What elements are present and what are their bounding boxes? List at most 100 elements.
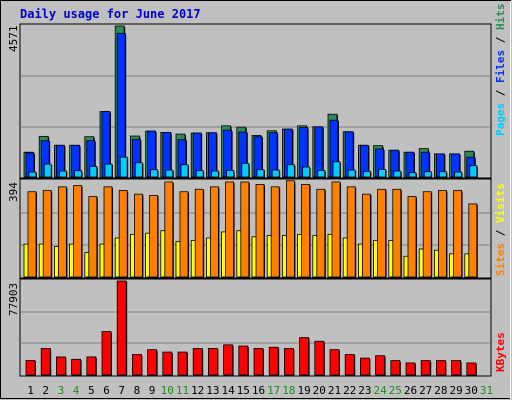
bar-pages-day-27: [423, 171, 432, 178]
bar-kbytes-day-23: [359, 357, 370, 376]
bar-sites-day-8: [133, 193, 143, 278]
panel-kbytes-bars: [25, 280, 477, 376]
bar-pages-day-23: [362, 170, 371, 178]
legend-entry: /: [494, 83, 507, 103]
bar-pages-day-17: [271, 169, 280, 178]
bar-kbytes-day-21: [329, 349, 340, 376]
bar-sites-day-24: [377, 188, 387, 278]
bar-pages-day-14: [226, 169, 235, 178]
panel-kbytes-gridlines: [21, 311, 490, 344]
bar-sites-day-23: [361, 193, 371, 278]
bar-pages-day-29: [454, 171, 463, 178]
bar-pages-day-26: [408, 172, 417, 178]
bar-sites-day-19: [301, 184, 311, 278]
bar-pages-day-11: [180, 164, 189, 178]
bar-kbytes-day-12: [192, 348, 203, 376]
x-tick-label: 2: [42, 384, 49, 397]
x-tick-label: 21: [328, 384, 341, 397]
bar-kbytes-day-14: [223, 344, 234, 376]
bar-sites-day-27: [422, 191, 432, 278]
bar-pages-day-28: [438, 171, 447, 178]
x-tick-label: 1: [27, 384, 34, 397]
bar-pages-day-5: [89, 166, 98, 178]
panel-sites-visits: 394 Sites / Visits: [7, 178, 507, 279]
chart-title: Daily usage for June 2017: [20, 7, 201, 21]
x-tick-label: 12: [191, 384, 204, 397]
bar-pages-day-9: [150, 169, 159, 178]
bar-pages-day-13: [210, 170, 219, 178]
bar-sites-day-12: [194, 188, 204, 278]
bar-kbytes-day-13: [207, 348, 218, 376]
legend-entry: Visits: [494, 183, 507, 223]
legend-entry: Hits: [494, 4, 507, 31]
panel-hits-files-pages: 4571 Pages / Files / Hits: [7, 4, 507, 179]
legend-entry: Pages: [494, 103, 507, 136]
bar-kbytes-day-24: [375, 355, 386, 376]
bar-kbytes-day-18: [283, 348, 294, 376]
x-tick-label: 29: [449, 384, 462, 397]
x-tick-label: 28: [434, 384, 447, 397]
bar-pages-day-19: [302, 166, 311, 178]
bar-pages-day-4: [74, 170, 82, 178]
bar-sites-day-11: [179, 191, 189, 278]
panel-hits-files-pages-bars: [23, 25, 478, 178]
x-tick-label: 4: [73, 384, 80, 397]
bar-sites-day-6: [103, 186, 113, 278]
x-tick-label: 31: [480, 384, 493, 397]
legend-entry: KBytes: [494, 332, 507, 372]
bar-kbytes-day-15: [238, 345, 249, 376]
bar-sites-day-14: [225, 181, 235, 278]
bar-files-day-7: [116, 32, 126, 178]
panel-sites-visits-bars: [23, 180, 478, 278]
legend-entry: Files: [494, 50, 507, 83]
legend-entry: /: [494, 223, 507, 243]
bar-pages-day-30: [469, 165, 478, 178]
x-tick-label: 23: [358, 384, 371, 397]
bar-pages-day-7: [119, 156, 128, 178]
x-tick-label: 20: [313, 384, 326, 397]
bar-sites-day-5: [88, 196, 98, 278]
bar-kbytes-day-8: [131, 354, 142, 376]
bar-files-day-13: [207, 132, 217, 178]
x-tick-label: 6: [103, 384, 110, 397]
bar-kbytes-day-20: [314, 340, 325, 376]
x-tick-label: 26: [404, 384, 417, 397]
bar-sites-day-28: [437, 190, 447, 278]
bar-kbytes-day-7: [116, 280, 127, 376]
bar-pages-day-1: [28, 171, 37, 178]
bar-kbytes-day-28: [435, 360, 446, 376]
bar-pages-day-12: [195, 170, 204, 178]
x-axis-day-labels: 1 2 3 4 5 6 7 8 9 10 11 12 13 14 15 16 17 18 19 20 21 22 23 24 2…: [27, 384, 493, 397]
bar-pages-day-10: [165, 169, 174, 178]
bar-kbytes-day-9: [147, 349, 158, 376]
panel-kbytes-max-label: 77903: [7, 283, 20, 316]
bar-pages-day-16: [256, 169, 265, 178]
bar-sites-day-7: [118, 190, 128, 278]
bar-files-day-20: [314, 126, 324, 178]
x-tick-label: 8: [134, 384, 141, 397]
bar-sites-day-17: [270, 186, 280, 278]
bar-kbytes-day-5: [86, 356, 97, 376]
x-tick-label: 3: [58, 384, 65, 397]
bar-kbytes-day-2: [40, 348, 51, 376]
bar-kbytes-day-27: [420, 360, 431, 376]
x-tick-label: 30: [465, 384, 478, 397]
bar-files-day-14: [223, 129, 233, 178]
bar-pages-day-25: [393, 170, 402, 178]
bar-pages-day-24: [378, 169, 387, 178]
bar-sites-day-15: [240, 181, 250, 278]
x-tick-label: 16: [252, 384, 265, 397]
bar-pages-day-15: [241, 163, 250, 178]
x-tick-label: 15: [237, 384, 250, 397]
bar-pages-day-6: [104, 163, 113, 178]
bar-sites-day-1: [27, 191, 37, 278]
bar-pages-day-20: [317, 169, 326, 178]
panel-hits-files-pages-legend: Pages / Files / Hits: [494, 4, 507, 137]
x-tick-label: 17: [267, 384, 280, 397]
legend-entry: Sites: [494, 243, 507, 276]
x-tick-label: 9: [149, 384, 156, 397]
x-tick-label: 24: [373, 384, 387, 397]
bar-kbytes-day-22: [344, 354, 355, 376]
panel-hits-files-pages-gridlines: [21, 75, 490, 128]
bar-pages-day-8: [134, 162, 143, 178]
